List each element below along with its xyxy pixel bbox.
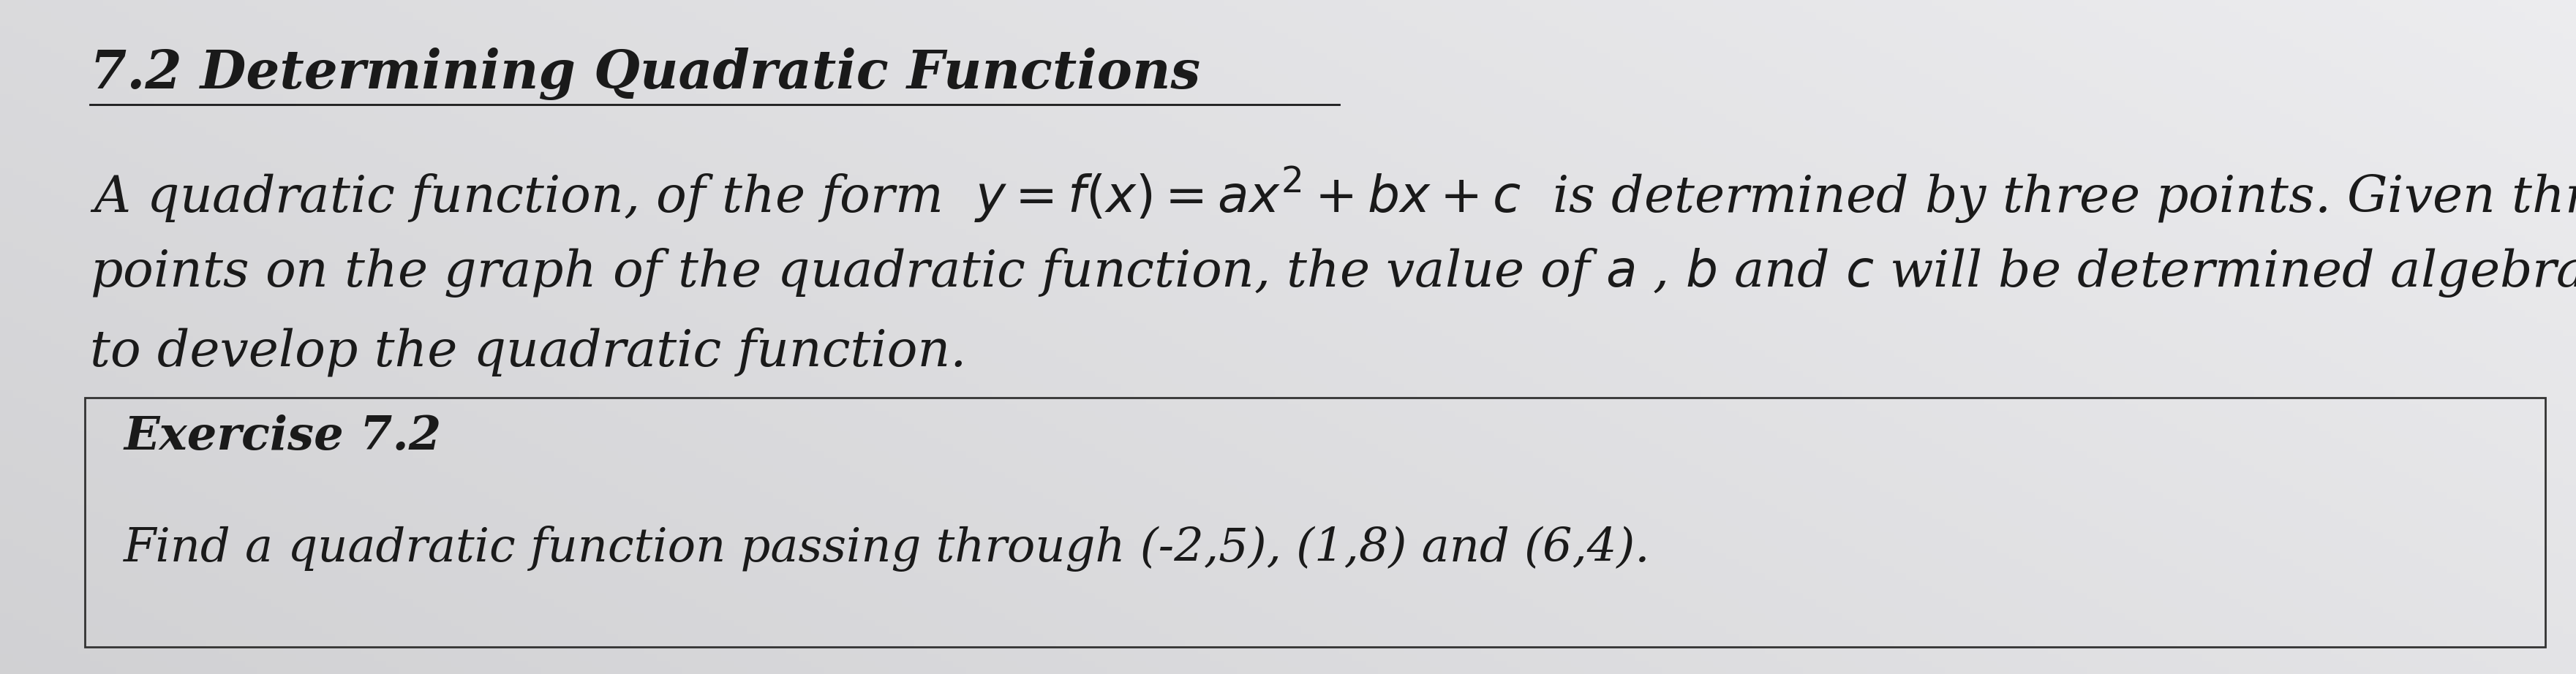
Text: Exercise 7.2: Exercise 7.2 (124, 415, 440, 460)
Text: 7.2 Determining Quadratic Functions: 7.2 Determining Quadratic Functions (90, 47, 1200, 100)
Text: points on the graph of the quadratic function, the value of $a$ , $b$ and $c$ wi: points on the graph of the quadratic fun… (90, 246, 2576, 299)
Text: A quadratic function, of the form  $y = f(x) = ax^2 + bx + c$  is determined by : A quadratic function, of the form $y = f… (90, 165, 2576, 225)
Text: Find a quadratic function passing through (-2,5), (1,8) and (6,4).: Find a quadratic function passing throug… (124, 526, 1651, 572)
Text: to develop the quadratic function.: to develop the quadratic function. (90, 327, 966, 376)
